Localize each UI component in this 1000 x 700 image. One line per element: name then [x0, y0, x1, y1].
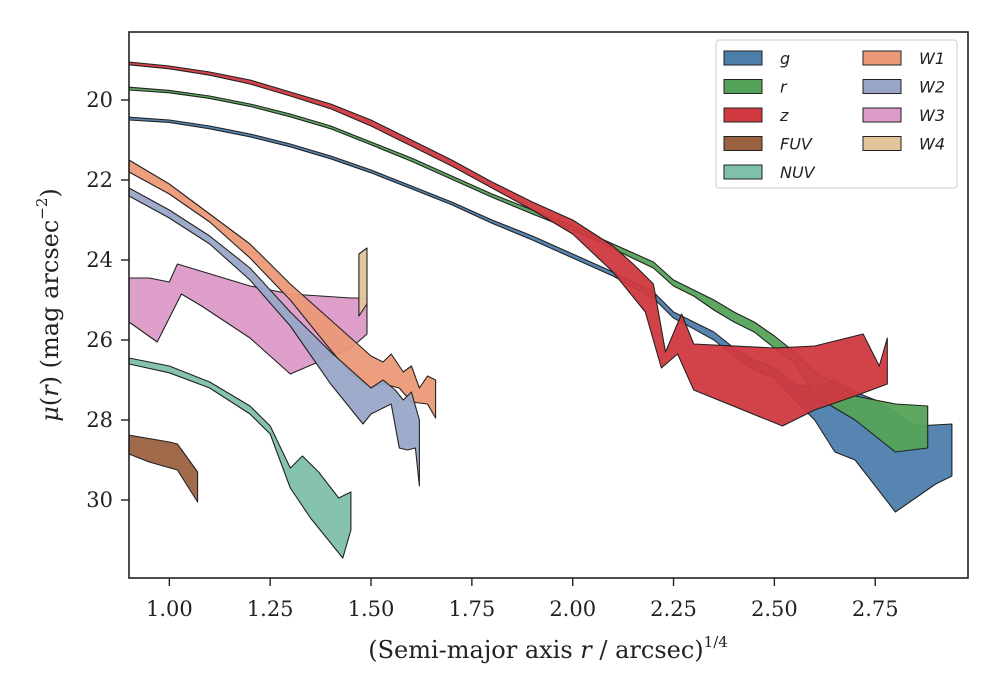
x-axis-label: (Semi-major axis r / arcsec)1/4 [368, 633, 728, 664]
plot-frame [128, 31, 969, 579]
y-tick-label: 20 [86, 88, 113, 112]
legend: grz FUV NUV W1 W2 W3 W4 [715, 39, 958, 189]
legend-label-g: g [780, 49, 790, 68]
x-tick-label: 1.75 [448, 597, 495, 621]
legend-label-W4: W4 [919, 135, 945, 154]
series-band-z [128, 61, 888, 427]
x-tick-label: 1.25 [247, 597, 294, 621]
legend-label-z: z [779, 106, 789, 125]
y-tick-label: 24 [86, 248, 113, 272]
y-tick-label: 30 [86, 488, 113, 512]
series-band-FUV [128, 434, 199, 503]
legend-label-FUV: FUV [780, 135, 813, 154]
series-layer [128, 61, 953, 559]
x-tick-label: 2.50 [751, 597, 798, 621]
legend-label-W3: W3 [919, 106, 945, 125]
legend-swatch-r [723, 79, 763, 94]
legend-label-r: r [780, 78, 788, 97]
legend-swatch-W2 [862, 79, 902, 94]
legend-label-W2: W2 [919, 78, 945, 97]
y-tick-label: 26 [86, 328, 113, 352]
y-tick-label: 28 [86, 408, 113, 432]
legend-label-W1: W1 [919, 49, 945, 68]
series-band-r [128, 86, 929, 453]
legend-swatch-W1 [862, 50, 902, 66]
legend-swatch-z [723, 107, 763, 123]
legend-items: grz FUV NUV W1 W2 W3 W4 [723, 49, 945, 182]
series-band-W2 [128, 187, 420, 487]
legend-swatch-g [723, 50, 763, 66]
legend-swatch-FUV [723, 136, 763, 151]
series-band-W4 [358, 247, 368, 317]
x-tick-label: 1.50 [348, 597, 395, 621]
legend-label-NUV: NUV [780, 163, 816, 182]
series-band-g [128, 116, 953, 513]
legend-swatch-W3 [862, 107, 902, 123]
y-axis-label: μ(r) (mag arcsec−2) [33, 188, 64, 422]
series-band-NUV [128, 357, 352, 559]
x-axis-ticks: 1.00 1.25 1.50 1.75 2.00 2.25 2.50 2.75 [146, 578, 899, 621]
legend-swatch-NUV [723, 164, 763, 180]
legend-swatch-W4 [862, 136, 902, 151]
y-tick-label: 22 [86, 168, 113, 192]
x-tick-label: 2.00 [549, 597, 596, 621]
x-tick-label: 1.00 [146, 597, 193, 621]
x-tick-label: 2.75 [852, 597, 899, 621]
series-band-W1 [128, 159, 437, 419]
y-axis-ticks: 20 22 24 26 28 30 [86, 88, 129, 512]
x-tick-label: 2.25 [650, 597, 697, 621]
